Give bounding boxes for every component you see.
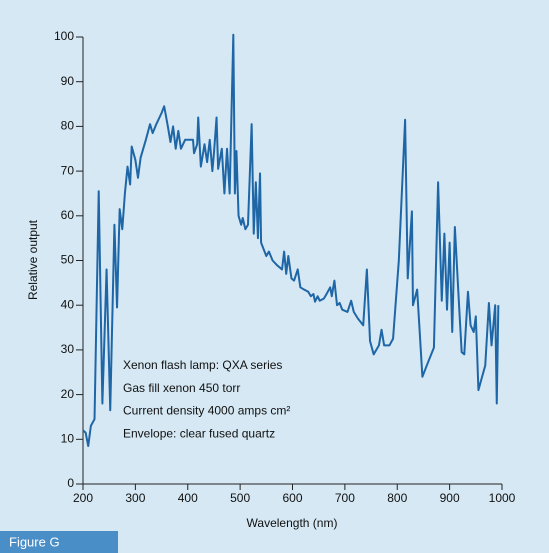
annotation: Envelope: clear fused quartz — [123, 426, 275, 440]
x-tick-label: 600 — [282, 491, 302, 505]
y-tick-label: 20 — [61, 387, 75, 401]
x-tick-label: 1000 — [489, 491, 516, 505]
y-tick-label: 0 — [67, 476, 74, 490]
y-tick-label: 30 — [61, 342, 75, 356]
y-tick-label: 80 — [61, 119, 75, 133]
x-tick-label: 400 — [178, 491, 198, 505]
y-tick-label: 60 — [61, 208, 75, 222]
y-axis-label: Relative output — [26, 219, 40, 300]
x-axis-label: Wavelength (nm) — [247, 516, 338, 530]
x-tick-label: 200 — [73, 491, 93, 505]
y-tick-label: 90 — [61, 74, 75, 88]
x-tick-label: 900 — [440, 491, 460, 505]
annotation: Current density 4000 amps cm² — [123, 404, 290, 418]
y-tick-label: 40 — [61, 297, 75, 311]
x-tick-label: 500 — [230, 491, 250, 505]
y-tick-label: 50 — [61, 253, 75, 267]
y-tick-label: 100 — [54, 29, 74, 43]
y-tick-label: 10 — [61, 431, 75, 445]
x-tick-label: 800 — [387, 491, 407, 505]
x-tick-label: 700 — [335, 491, 355, 505]
x-tick-label: 300 — [125, 491, 145, 505]
figure-label: Figure G — [9, 534, 60, 549]
y-tick-label: 70 — [61, 163, 75, 177]
annotation: Gas fill xenon 450 torr — [123, 381, 240, 395]
figure-label-box — [0, 531, 118, 553]
data-line — [82, 33, 500, 448]
annotation: Xenon flash lamp: QXA series — [123, 358, 282, 372]
